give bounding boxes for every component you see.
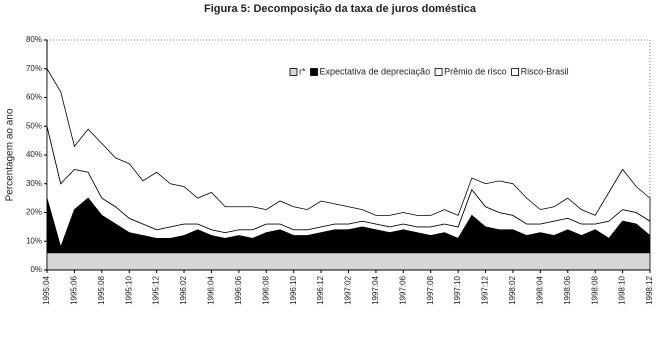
x-tick-label: 1998:04 bbox=[535, 275, 544, 304]
y-axis-label: Percentagem ao ano bbox=[5, 108, 16, 201]
legend-swatch bbox=[511, 68, 520, 76]
x-tick-label: 1998:02 bbox=[508, 275, 517, 304]
legend-label: Risco-Brasil bbox=[521, 66, 569, 76]
x-tick-label: 1996:12 bbox=[316, 275, 325, 304]
area bbox=[46, 67, 651, 234]
x-tick-label: 1995:08 bbox=[97, 275, 106, 304]
y-tick-label: 70% bbox=[26, 64, 42, 73]
x-tick-label: 1998:12 bbox=[645, 275, 654, 304]
x-tick-label: 1995:06 bbox=[70, 275, 79, 304]
x-tick-label: 1996:08 bbox=[261, 275, 270, 304]
x-tick-label: 1997:06 bbox=[398, 275, 407, 304]
x-tick-label: 1997:12 bbox=[481, 275, 490, 304]
x-tick-label: 1997:10 bbox=[453, 275, 462, 304]
x-tick-label: 1997:08 bbox=[426, 275, 435, 304]
y-tick-label: 50% bbox=[26, 121, 42, 130]
legend-swatch bbox=[289, 68, 298, 76]
legend-swatch bbox=[434, 68, 443, 76]
x-tick-label: 1996:04 bbox=[207, 275, 216, 304]
x-tick-label: 1997:04 bbox=[371, 275, 380, 304]
y-tick-label: 30% bbox=[26, 179, 42, 188]
area bbox=[46, 252, 651, 271]
y-tick-label: 20% bbox=[26, 208, 42, 217]
legend-label: Prêmio de risco bbox=[444, 66, 507, 76]
x-tick-label: 1998:10 bbox=[618, 275, 627, 304]
x-tick-label: 1998:06 bbox=[563, 275, 572, 304]
x-tick-label: 1996:02 bbox=[179, 275, 188, 304]
legend-label: r* bbox=[299, 66, 306, 76]
x-tick-label: 1996:06 bbox=[234, 275, 243, 304]
y-tick-label: 0% bbox=[30, 265, 42, 274]
legend-label: Expectativa de depreciação bbox=[320, 66, 431, 76]
x-tick-label: 1995:10 bbox=[124, 275, 133, 304]
x-tick-label: 1998:08 bbox=[590, 275, 599, 304]
chart-title: Figura 5: Decomposição da taxa de juros … bbox=[204, 3, 477, 15]
x-tick-label: 1996:10 bbox=[289, 275, 298, 304]
y-tick-label: 60% bbox=[26, 93, 42, 102]
y-tick-label: 40% bbox=[26, 150, 42, 159]
x-tick-label: 1997:02 bbox=[344, 275, 353, 304]
y-tick-label: 10% bbox=[26, 236, 42, 245]
y-tick-label: 80% bbox=[26, 35, 42, 44]
x-tick-label: 1995:12 bbox=[152, 275, 161, 304]
x-tick-label: 1995:04 bbox=[42, 275, 51, 304]
legend-swatch bbox=[310, 68, 318, 76]
